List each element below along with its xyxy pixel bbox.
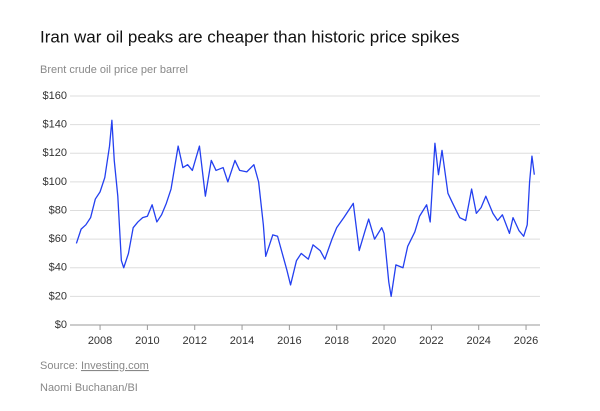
y-tick-label: $160 — [43, 90, 67, 102]
x-tick-label: 2022 — [419, 335, 443, 347]
x-tick-label: 2020 — [372, 335, 396, 347]
credit: Naomi Buchanan/BI — [40, 382, 138, 394]
source-prefix: Source: — [40, 360, 78, 372]
y-tick-label: $0 — [55, 319, 67, 331]
x-tick-label: 2014 — [230, 335, 254, 347]
x-tick-label: 2018 — [324, 335, 348, 347]
y-tick-label: $80 — [49, 204, 67, 216]
x-tick-label: 2010 — [135, 335, 159, 347]
y-tick-label: $40 — [49, 262, 67, 274]
x-tick-label: 2026 — [514, 335, 538, 347]
source-link[interactable]: Investing.com — [81, 360, 149, 372]
x-tick-label: 2024 — [466, 335, 490, 347]
y-tick-label: $100 — [43, 176, 67, 188]
price-line — [75, 119, 535, 298]
y-tick-label: $140 — [43, 119, 67, 131]
y-tick-label: $120 — [43, 147, 67, 159]
x-tick-label: 2008 — [88, 335, 112, 347]
x-tick-label: 2016 — [277, 335, 301, 347]
x-tick-label: 2012 — [182, 335, 206, 347]
y-tick-label: $20 — [49, 290, 67, 302]
y-tick-label: $60 — [49, 233, 67, 245]
chart-title: Iran war oil peaks are cheaper than hist… — [40, 27, 460, 46]
chart-subtitle: Brent crude oil price per barrel — [40, 64, 188, 76]
source: Source: Investing.com — [40, 360, 149, 372]
